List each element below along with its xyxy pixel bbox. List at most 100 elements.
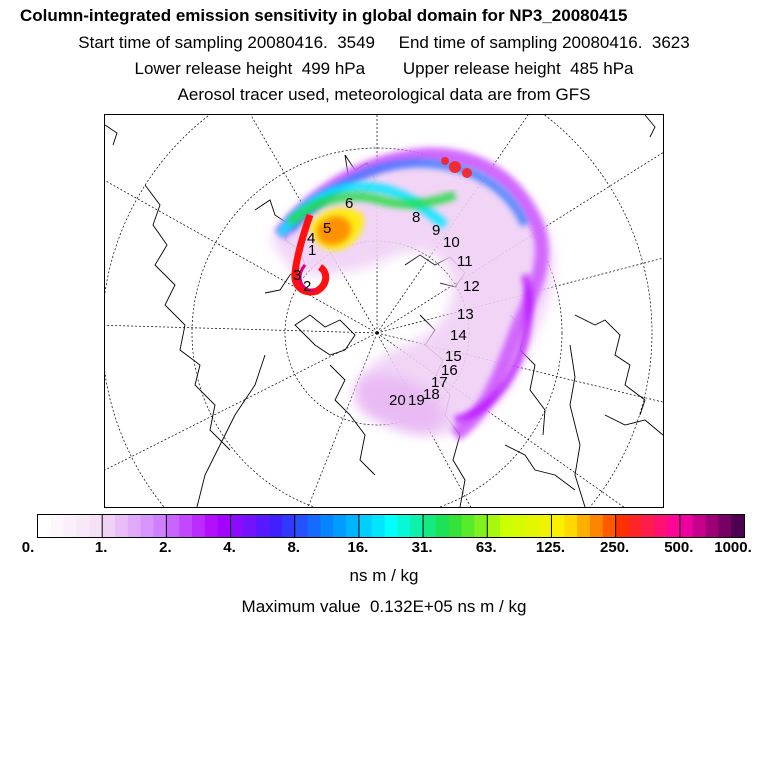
colorbar-swatch: [243, 515, 257, 537]
colorbar-swatch: [705, 515, 719, 537]
colorbar-swatch: [397, 515, 411, 537]
field-east-band: [453, 274, 533, 424]
colorbar-swatch: [525, 515, 540, 537]
colorbar-tick: 8.: [287, 539, 300, 556]
polar-map-panel: 1 2 3 4 5 6 8 9 10 11 12 13 14 15 16 17 …: [104, 114, 664, 508]
colorbar-swatch: [512, 515, 527, 537]
maximum-value-label: Maximum value 0.132E+05 ns m / kg: [241, 597, 527, 616]
colorbar-swatch: [307, 515, 321, 537]
trajectory-label: 16: [441, 362, 458, 379]
sensitivity-field: [270, 147, 554, 441]
colorbar-tick: 1000.: [714, 539, 752, 556]
trajectory-label: 19: [408, 392, 425, 409]
trajectory-label: 15: [445, 348, 462, 365]
meridian: [376, 332, 472, 507]
colorbar-swatch: [320, 515, 334, 537]
colorbar-swatch: [346, 515, 360, 537]
colorbar-swatch: [281, 515, 296, 537]
trajectory-label: 2: [303, 278, 311, 295]
colorbar-swatch: [102, 515, 116, 537]
field-red-cluster: [441, 157, 472, 178]
colorbar-swatch: [538, 515, 553, 537]
colorbar-swatch: [448, 515, 463, 537]
trajectory-label: 17: [431, 374, 448, 391]
trajectory-label: 9: [432, 222, 440, 239]
colorbar-swatch: [153, 515, 167, 537]
graticule: [105, 115, 663, 507]
colorbar-tick: 31.: [411, 539, 433, 556]
trajectory-label: 6: [345, 195, 353, 212]
map-canvas: 1 2 3 4 5 6 8 9 10 11 12 13 14 15 16 17 …: [105, 115, 663, 507]
latitude-circle-70: [191, 147, 563, 507]
trajectory-label: 10: [443, 234, 460, 251]
field-green-band: [286, 190, 457, 227]
trajectory-label: 14: [450, 327, 467, 344]
colorbar-swatch: [76, 515, 90, 537]
colorbar-tick: 0.: [21, 539, 35, 556]
meridian: [307, 332, 378, 507]
colorbar-tick: 4.: [223, 539, 236, 556]
colorbar-swatch: [435, 515, 450, 537]
release-height-line: Lower release height 499 hPa Upper relea…: [134, 59, 634, 78]
colorbar-swatch: [217, 515, 232, 537]
colorbar-swatch: [615, 515, 630, 537]
colorbar-swatch: [423, 515, 437, 537]
tracer-info-line: Aerosol tracer used, meteorological data…: [177, 85, 591, 104]
colorbar-swatch: [461, 515, 476, 537]
colorbar-swatch: [358, 515, 373, 537]
colorbar-swatch: [679, 515, 694, 537]
field-magenta-core: [298, 264, 316, 293]
colorbar-unit-label: ns m / kg: [349, 566, 419, 585]
colorbar-swatch: [731, 515, 744, 537]
colorbar-swatch: [589, 515, 604, 537]
colorbar-swatch: [371, 515, 386, 537]
colorbar-tick: 125.: [535, 539, 566, 556]
colorbar-swatch: [577, 515, 591, 537]
meridian: [376, 332, 663, 403]
trajectory-label: 18: [423, 386, 440, 403]
trajectory-label: 1: [308, 242, 316, 259]
colorbar-swatch: [628, 515, 642, 537]
colorbar-swatch: [140, 515, 155, 537]
trajectory-label: 20: [389, 392, 406, 409]
field-red-core: [291, 213, 330, 296]
chart-title: Column-integrated emission sensitivity i…: [20, 6, 628, 25]
colorbar-swatch: [294, 515, 309, 537]
colorbar-swatch: [602, 515, 617, 537]
trajectory-label: 13: [457, 306, 474, 323]
meridian: [105, 180, 378, 334]
colorbar-tick: 16.: [347, 539, 369, 556]
trajectory-label: 5: [323, 220, 331, 237]
colorbar-swatch: [718, 515, 732, 537]
colorbar-tick: 500.: [664, 539, 694, 556]
sampling-time-line: Start time of sampling 20080416. 3549 En…: [78, 33, 690, 52]
trajectory-label: 8: [412, 209, 420, 226]
colorbar-swatch: [654, 515, 668, 537]
colorbar-swatch: [474, 515, 488, 537]
colorbar-swatch: [564, 515, 578, 537]
colorbar-tick: 250.: [600, 539, 630, 556]
colorbar-swatches: [38, 515, 744, 537]
colorbar-swatch: [50, 515, 65, 537]
colorbar-swatch: [410, 515, 424, 537]
trajectory-label: 4: [307, 230, 315, 247]
colorbar-swatch: [230, 515, 244, 537]
colorbar-swatch: [333, 515, 347, 537]
colorbar-swatch: [63, 515, 78, 537]
colorbar-swatch: [115, 515, 129, 537]
trajectory-label: 3: [293, 267, 301, 284]
colorbar-swatch: [38, 515, 52, 537]
colorbar-swatch: [384, 515, 399, 537]
trajectory-labels: 1 2 3 4 5 6 8 9 10 11 12 13 14 15 16 17 …: [293, 195, 480, 409]
field-orange-core: [316, 216, 352, 245]
meridian: [376, 257, 663, 334]
colorbar-swatch: [692, 515, 707, 537]
meridian: [105, 324, 378, 334]
colorbar-swatch: [179, 515, 193, 537]
colorbar-swatch: [192, 515, 206, 537]
field-lower-lobe: [355, 375, 444, 432]
meridian: [105, 332, 378, 471]
colorbar-swatch: [666, 515, 681, 537]
colorbar-swatch: [641, 515, 655, 537]
colorbar-swatch: [269, 515, 283, 537]
